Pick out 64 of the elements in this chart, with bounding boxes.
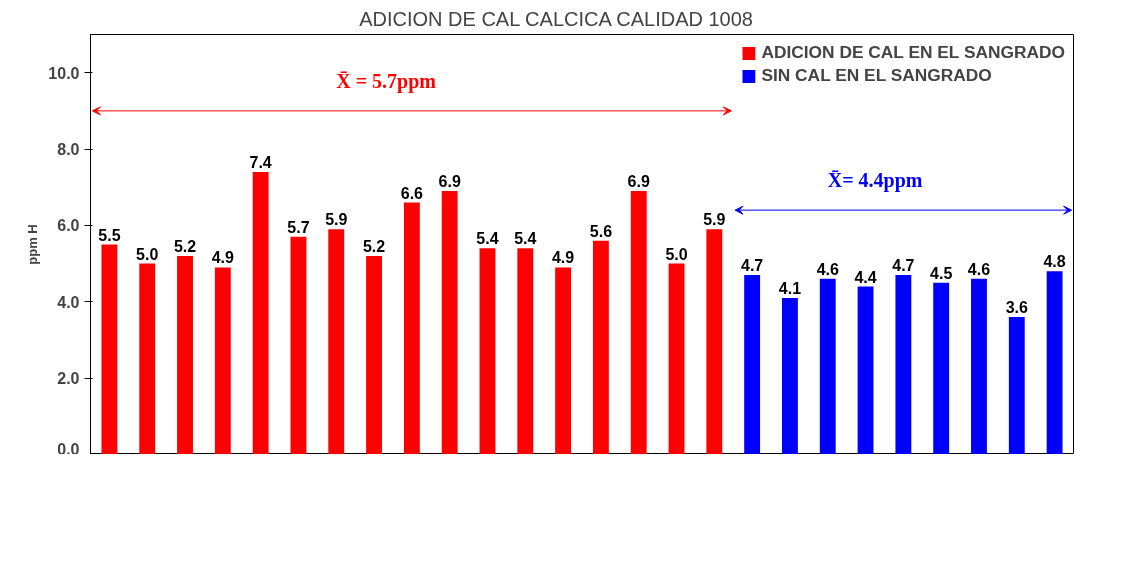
legend-label: ADICION DE CAL EN EL SANGRADO xyxy=(761,42,1065,63)
data-label: 4.4 xyxy=(854,268,877,286)
data-label: 4.8 xyxy=(1043,253,1066,271)
data-label: 4.6 xyxy=(816,260,839,278)
bar xyxy=(782,297,798,454)
data-label: 4.5 xyxy=(930,264,953,282)
annotation: X̄= 4.4ppm xyxy=(827,169,923,193)
bar xyxy=(366,255,382,454)
data-label: 5.4 xyxy=(514,230,537,248)
legend-label: SIN CAL EN EL SANGRADO xyxy=(761,65,992,86)
data-label: 5.0 xyxy=(665,245,688,263)
data-label: 6.9 xyxy=(627,173,650,191)
bar xyxy=(328,229,345,454)
y-tick-label: 8.0 xyxy=(57,141,80,159)
annotation: X̄ = 5.7ppm xyxy=(336,69,437,93)
data-label: 5.2 xyxy=(362,237,386,255)
bar xyxy=(252,171,269,454)
data-label: 5.4 xyxy=(476,230,499,248)
bar xyxy=(290,236,307,454)
y-tick-label: 10.0 xyxy=(48,64,80,82)
data-label: 5.7 xyxy=(287,218,310,236)
bar xyxy=(592,240,609,454)
bar xyxy=(744,275,761,454)
data-label: 4.6 xyxy=(967,260,991,278)
data-label: 4.7 xyxy=(741,257,764,275)
y-tick-label: 0.0 xyxy=(57,440,80,458)
bar xyxy=(177,255,193,454)
bar xyxy=(668,263,685,454)
bar xyxy=(857,286,874,454)
bar xyxy=(895,275,912,454)
data-label: 5.2 xyxy=(173,237,197,255)
data-label: 5.6 xyxy=(589,222,613,240)
bar xyxy=(706,229,723,454)
bar xyxy=(819,278,836,454)
y-tick-label: 6.0 xyxy=(57,217,80,235)
data-label: 6.6 xyxy=(400,184,424,202)
chart-title: ADICION DE CAL CALCICA CALIDAD 1008 xyxy=(359,7,753,30)
bar xyxy=(933,282,950,454)
y-tick-label: 4.0 xyxy=(57,293,80,311)
data-label: 3.6 xyxy=(1005,299,1029,317)
bar xyxy=(139,263,156,454)
bar xyxy=(441,191,458,454)
data-label: 7.4 xyxy=(249,153,272,171)
bar xyxy=(971,278,987,454)
data-label: 4.7 xyxy=(892,257,915,275)
data-label: 5.0 xyxy=(136,245,159,263)
data-label: 5.9 xyxy=(325,211,348,229)
bar xyxy=(403,202,420,454)
data-label: 4.9 xyxy=(551,249,575,267)
y-axis-title: ppm H xyxy=(25,224,41,265)
data-label: 6.9 xyxy=(438,173,461,191)
bar xyxy=(630,191,647,454)
data-label: 4.1 xyxy=(778,279,802,297)
bar xyxy=(479,248,496,454)
data-label: 5.5 xyxy=(98,226,121,244)
data-label: 4.9 xyxy=(211,249,235,267)
bar xyxy=(214,267,231,454)
bar xyxy=(1008,317,1025,454)
bar xyxy=(555,267,572,454)
data-label: 5.9 xyxy=(703,211,726,229)
bar xyxy=(517,248,534,454)
bar xyxy=(101,244,118,454)
y-tick-label: 2.0 xyxy=(57,370,80,388)
bar xyxy=(1046,271,1063,454)
